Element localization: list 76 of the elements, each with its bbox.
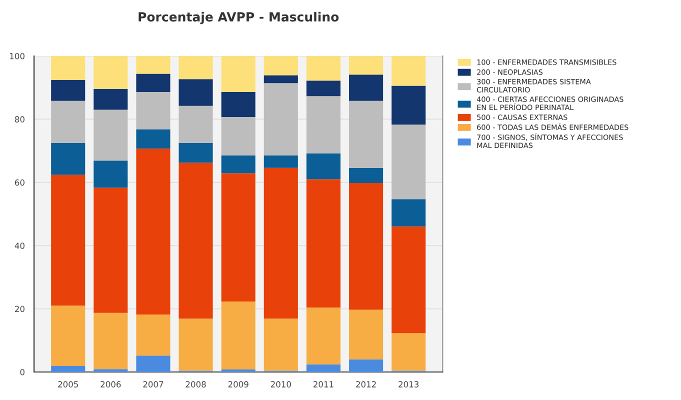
bar xyxy=(264,56,298,76)
bar xyxy=(392,56,426,86)
bar xyxy=(349,359,384,372)
bar xyxy=(51,80,86,101)
bar xyxy=(221,92,256,117)
x-tick-label: 2005 xyxy=(58,381,78,388)
bar xyxy=(349,183,384,310)
bar xyxy=(178,142,213,163)
bar xyxy=(94,312,128,370)
bar xyxy=(51,100,86,143)
bar xyxy=(136,129,170,149)
bar xyxy=(392,124,426,200)
bar xyxy=(51,142,86,175)
x-tick-label: 2007 xyxy=(143,381,164,388)
bar xyxy=(264,83,298,156)
y-tick-label: 100 xyxy=(10,52,24,60)
bar xyxy=(306,56,340,81)
bar xyxy=(349,100,384,168)
y-tick-label: 20 xyxy=(15,306,24,312)
bar xyxy=(136,56,170,74)
bar xyxy=(349,56,384,75)
bar xyxy=(392,199,426,226)
bar xyxy=(306,96,340,154)
bar xyxy=(306,179,340,308)
bar xyxy=(221,116,256,156)
bar xyxy=(349,168,384,184)
bar xyxy=(221,56,256,92)
bar xyxy=(178,162,213,319)
bar xyxy=(94,188,128,313)
bar xyxy=(136,314,170,356)
bar xyxy=(136,74,170,92)
y-tick-label: 40 xyxy=(14,242,24,249)
bar xyxy=(51,366,86,372)
bar xyxy=(264,168,298,319)
x-tick-label: 2011 xyxy=(313,381,334,388)
bar xyxy=(306,308,340,364)
bar xyxy=(136,148,170,314)
y-tick-label: 0 xyxy=(20,368,24,376)
bar xyxy=(178,79,213,106)
x-tick-label: 2010 xyxy=(270,381,291,388)
bar xyxy=(306,80,340,96)
bar xyxy=(221,369,256,372)
bar xyxy=(221,156,256,174)
bar xyxy=(349,74,384,101)
bar xyxy=(136,92,170,130)
bar xyxy=(221,302,256,370)
bar xyxy=(349,310,384,360)
bar xyxy=(221,173,256,302)
bar xyxy=(178,106,213,143)
bar xyxy=(94,160,128,188)
x-tick-label: 2006 xyxy=(100,381,121,388)
bar xyxy=(136,356,170,372)
chart-title: Porcentaje AVPP - Masculino xyxy=(138,12,339,24)
bar xyxy=(178,56,213,80)
bar xyxy=(392,333,426,372)
bar xyxy=(306,364,340,372)
bar xyxy=(94,369,128,372)
x-tick-label: 2009 xyxy=(228,381,248,388)
bar xyxy=(51,56,86,80)
bar xyxy=(51,174,86,306)
bar xyxy=(306,153,340,180)
bar xyxy=(94,110,128,161)
y-tick-label: 80 xyxy=(14,116,24,122)
y-tick-label: 60 xyxy=(15,179,24,186)
bar xyxy=(94,88,128,110)
bar xyxy=(178,318,213,372)
x-tick-label: 2008 xyxy=(186,381,206,388)
bar xyxy=(51,306,86,366)
x-tick-label: 2012 xyxy=(356,381,376,388)
bar xyxy=(392,226,426,334)
bar xyxy=(264,318,298,372)
bar xyxy=(264,156,298,168)
x-tick-label: 2013 xyxy=(398,381,419,388)
bar xyxy=(264,75,298,84)
bar xyxy=(94,56,128,89)
bar xyxy=(392,86,426,125)
